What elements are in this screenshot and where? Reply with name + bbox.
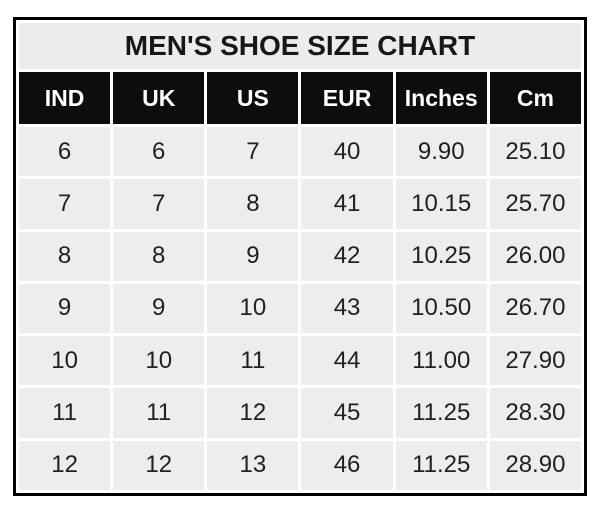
table-cell: 9	[113, 283, 205, 334]
table-cell: 25.10	[489, 127, 581, 177]
table-cell: 10.50	[395, 283, 487, 334]
table-row: 11 11 12 45 11.25 28.30	[19, 388, 581, 438]
table-cell: 10	[19, 336, 111, 386]
table-cell: 8	[113, 231, 205, 281]
column-header-eur: EUR	[301, 72, 393, 124]
table-cell: 11	[19, 388, 111, 438]
table-cell: 10.25	[395, 231, 487, 281]
column-header-cm: Cm	[489, 72, 581, 124]
table-cell: 45	[301, 388, 393, 438]
table-cell: 12	[113, 440, 205, 490]
table-row: 7 7 8 41 10.15 25.70	[19, 179, 581, 229]
table-cell: 11.25	[395, 440, 487, 490]
table-cell: 9	[207, 231, 299, 281]
table-cell: 10.15	[395, 179, 487, 229]
table-cell: 11	[207, 336, 299, 386]
table-cell: 9.90	[395, 127, 487, 177]
table-row: 12 12 13 46 11.25 28.90	[19, 440, 581, 490]
table-cell: 11.00	[395, 336, 487, 386]
table-cell: 28.90	[489, 440, 581, 490]
title-row: MEN'S SHOE SIZE CHART	[19, 23, 581, 69]
table-cell: 7	[19, 179, 111, 229]
shoe-size-table: MEN'S SHOE SIZE CHART IND UK US EUR Inch…	[16, 20, 584, 493]
table-cell: 44	[301, 336, 393, 386]
table-cell: 11	[113, 388, 205, 438]
table-cell: 26.70	[489, 283, 581, 334]
table-cell: 8	[207, 179, 299, 229]
table-cell: 40	[301, 127, 393, 177]
column-header-uk: UK	[113, 72, 205, 124]
table-cell: 7	[207, 127, 299, 177]
table-cell: 10	[113, 336, 205, 386]
table-cell: 27.90	[489, 336, 581, 386]
table-cell: 7	[113, 179, 205, 229]
table-cell: 11.25	[395, 388, 487, 438]
table-cell: 26.00	[489, 231, 581, 281]
table-row: 10 10 11 44 11.00 27.90	[19, 336, 581, 386]
shoe-size-chart: MEN'S SHOE SIZE CHART IND UK US EUR Inch…	[13, 17, 587, 496]
table-cell: 25.70	[489, 179, 581, 229]
table-cell: 12	[207, 388, 299, 438]
table-row: 6 6 7 40 9.90 25.10	[19, 127, 581, 177]
table-cell: 6	[113, 127, 205, 177]
header-row: IND UK US EUR Inches Cm	[19, 72, 581, 124]
table-cell: 43	[301, 283, 393, 334]
table-cell: 6	[19, 127, 111, 177]
table-row: 8 8 9 42 10.25 26.00	[19, 231, 581, 281]
table-cell: 13	[207, 440, 299, 490]
table-cell: 46	[301, 440, 393, 490]
table-cell: 41	[301, 179, 393, 229]
table-cell: 9	[19, 283, 111, 334]
table-cell: 28.30	[489, 388, 581, 438]
table-cell: 8	[19, 231, 111, 281]
column-header-ind: IND	[19, 72, 111, 124]
chart-title: MEN'S SHOE SIZE CHART	[19, 23, 581, 69]
table-cell: 42	[301, 231, 393, 281]
table-row: 9 9 10 43 10.50 26.70	[19, 283, 581, 334]
table-cell: 10	[207, 283, 299, 334]
column-header-us: US	[207, 72, 299, 124]
table-cell: 12	[19, 440, 111, 490]
column-header-inches: Inches	[395, 72, 487, 124]
